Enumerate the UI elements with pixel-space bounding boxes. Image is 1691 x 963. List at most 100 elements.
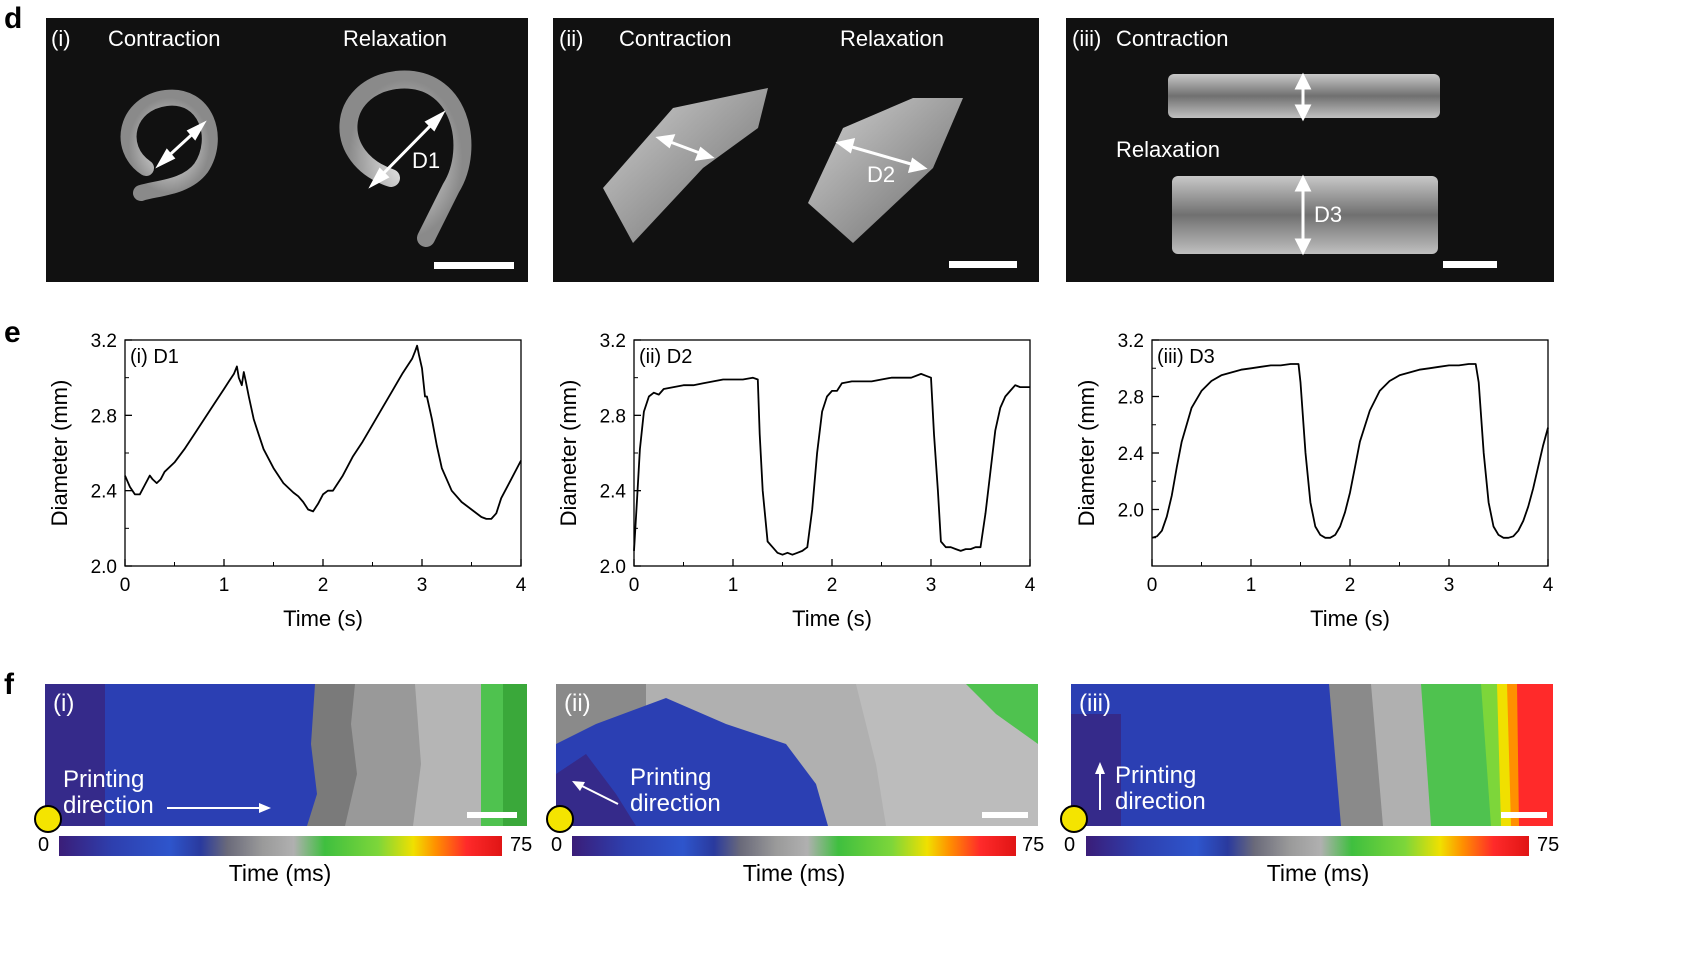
panel-letter-f: f [4,668,14,701]
chart-0-frame [124,339,522,567]
chart-1-xtick-label-1: 1 [728,575,739,596]
colorbar-iii-min: 0 [1064,834,1076,856]
activation-map-ii-label-line2: direction [630,790,721,817]
chart-2-xtick-label-1: 1 [1246,575,1257,596]
colorbar-ii [572,836,1016,856]
chart-0-ytick-label-3: 3.2 [91,331,117,352]
photo-ii-specimens [603,88,963,243]
colorbar-ii-title: Time (ms) [742,860,846,886]
activation-map-i-id: (i) [53,690,75,717]
chart-2-xtick-label-3: 3 [1444,575,1455,596]
chart-1-ytick-label-2: 2.8 [600,406,626,427]
colorbar-iii-title: Time (ms) [1266,860,1370,886]
photo-iii-specimens [1168,72,1440,256]
chart-1-xlabel: Time (s) [792,606,872,631]
chart-0-panel-label: (i) D1 [130,346,179,368]
chart-0-xlabel: Time (s) [283,606,363,631]
chart-0-xtick-label-3: 3 [417,575,428,596]
photo-i-specimens [120,70,472,247]
chart-1-ytick-label-0: 2.0 [600,557,626,578]
printing-direction-arrow-ii [572,781,619,805]
photo-iii-dimension-label: D3 [1314,202,1343,227]
chart-1-xtick-label-2: 2 [827,575,838,596]
chart-2-ytick-label-0: 2.0 [1118,501,1144,522]
panel-letter-d: d [4,2,23,35]
chart-1-ylabel: Diameter (mm) [556,380,581,527]
chart-2-xtick-label-0: 0 [1147,575,1158,596]
chart-1-frame [633,339,1031,567]
photo-ii-dimension-label: D2 [867,162,896,187]
activation-map-iii-id: (iii) [1079,690,1111,717]
chart-0-xtick-label-2: 2 [318,575,329,596]
colorbar-i [59,836,502,856]
pacing-origin-marker-iii [1060,805,1088,833]
photo-iii-relaxation-label: Relaxation [1116,137,1220,162]
chart-1-ytick-label-3: 3.2 [600,331,626,352]
activation-map-ii: (ii) Printing direction [556,684,1038,826]
photo-i-contraction-label: Contraction [108,26,221,51]
colorbar-i-max: 75 [510,834,533,856]
photo-i-dimension-label: D1 [412,148,441,173]
activation-map-ii-id: (ii) [564,690,591,717]
activation-map-i-scalebar [467,812,517,818]
photo-panel-ii: (ii) Contraction Relaxation D2 [553,18,1039,282]
panel-letter-e: e [4,316,21,349]
activation-map-i: (i) Printing direction [45,684,527,826]
activation-map-i-label-line2: direction [63,792,154,819]
photo-ii-scalebar [949,261,1017,268]
chart-2-xtick-label-4: 4 [1543,575,1554,596]
chart-0-xtick-label-0: 0 [120,575,131,596]
printing-direction-arrow-i [167,803,271,813]
chart-0-ylabel: Diameter (mm) [47,380,72,527]
activation-map-i-label-line1: Printing [63,766,145,793]
chart-2-xlabel: Time (s) [1310,606,1390,631]
chart-0-series-line [124,344,522,520]
chart-1-xtick-label-0: 0 [629,575,640,596]
photo-i-scalebar [434,262,514,269]
chart-1-xtick-label-4: 4 [1025,575,1036,596]
photo-panel-i: (i) Contraction Relaxation D1 [46,18,528,282]
chart-0-ytick-label-2: 2.8 [91,406,117,427]
photo-iii-contraction-label: Contraction [1116,26,1229,51]
chart-1-series-line [633,373,1030,556]
printing-direction-arrow-iii [1095,762,1105,810]
colorbar-ii-max: 75 [1022,834,1045,856]
chart-0-xtick-label-1: 1 [219,575,230,596]
colorbar-iii-max: 75 [1537,834,1560,856]
colorbar-ii-min: 0 [551,834,563,856]
chart-2-xtick-label-2: 2 [1345,575,1356,596]
photo-iii-id: (iii) [1072,26,1102,51]
pacing-origin-marker-ii [546,805,574,833]
activation-map-ii-image [556,684,1038,826]
activation-map-i-image [45,684,527,826]
photo-ii-relaxation-label: Relaxation [840,26,944,51]
chart-2-ytick-label-1: 2.4 [1118,444,1145,465]
colorbar-i-title: Time (ms) [228,860,332,886]
photo-ii-id: (ii) [559,26,584,51]
chart-2-ytick-label-2: 2.8 [1118,388,1144,409]
activation-map-ii-label-line1: Printing [630,764,712,791]
photo-iii-scalebar [1443,261,1497,268]
activation-map-iii-scalebar [1501,812,1547,818]
activation-map-iii: (iii) Printing direction [1071,684,1553,826]
pacing-origin-marker-i [34,805,62,833]
photo-i-relaxation-label: Relaxation [343,26,447,51]
chart-1-panel-label: (ii) D2 [639,346,692,368]
chart-0-ytick-label-1: 2.4 [91,482,118,503]
photo-panel-iii: (iii) Contraction Relaxation D3 [1066,18,1554,282]
colorbar-iii [1086,836,1529,856]
activation-map-ii-scalebar [982,812,1028,818]
diameter-charts: 0 1 2 3 4 2.0 2.4 2.8 3.2 (i) D1 Time (s) Diameter … [47,331,1554,631]
colorbar-i-min: 0 [38,834,50,856]
chart-2-frame [1151,339,1549,567]
chart-2-ylabel: Diameter (mm) [1074,380,1099,527]
chart-2-ytick-label-3: 3.2 [1118,331,1144,352]
chart-0-xtick-label-4: 4 [516,575,527,596]
photo-ii-contraction-label: Contraction [619,26,732,51]
activation-map-iii-label-line1: Printing [1115,762,1197,789]
chart-0-ytick-label-0: 2.0 [91,557,117,578]
photo-i-id: (i) [51,26,71,51]
activation-map-iii-image [1071,684,1553,826]
chart-1-ytick-label-1: 2.4 [600,482,627,503]
chart-2-panel-label: (iii) D3 [1157,346,1215,368]
